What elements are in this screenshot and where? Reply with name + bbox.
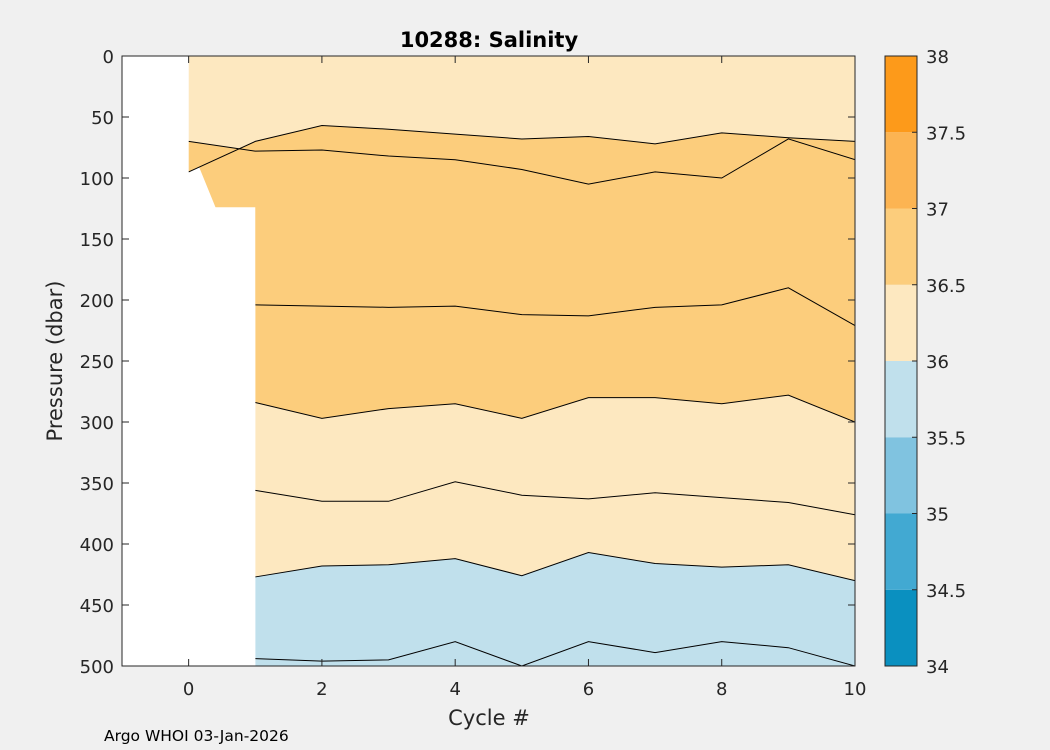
- colorbar-tick-label: 36: [926, 352, 949, 373]
- contour-line: [255, 394, 855, 423]
- contour-line: [255, 552, 855, 582]
- y-tick-label: 500: [80, 657, 114, 678]
- colorbar-tick-label: 36.5: [926, 276, 966, 297]
- colorbar-segment: [885, 132, 917, 209]
- colorbar-segment: [885, 437, 917, 514]
- y-axis-title: Pressure (dbar): [43, 281, 67, 442]
- x-axis-ticks: 0 2 4 6 8 10: [183, 56, 867, 700]
- salinity-band: [255, 395, 855, 515]
- y-tick-label: 400: [80, 535, 114, 556]
- y-tick-label: 100: [80, 169, 114, 190]
- x-tick-label: 8: [716, 679, 727, 700]
- no-data-area: [122, 56, 256, 666]
- x-tick-label: 10: [844, 679, 867, 700]
- contour-lines: [188, 125, 855, 666]
- y-tick-label: 350: [80, 474, 114, 495]
- colorbar-tick-label: 35.5: [926, 428, 966, 449]
- colorbar-segment: [885, 513, 917, 590]
- y-tick-label: 150: [80, 230, 114, 251]
- salinity-band: [255, 552, 855, 666]
- salinity-band: [255, 481, 855, 581]
- y-tick-label: 0: [103, 47, 114, 68]
- y-tick-label: 200: [80, 291, 114, 312]
- contour-line: [255, 481, 855, 516]
- x-tick-label: 4: [449, 679, 460, 700]
- colorbar-segment: [885, 56, 917, 133]
- contour-line: [255, 641, 855, 666]
- x-tick-label: 6: [583, 679, 594, 700]
- colorbar-tick-label: 37.5: [926, 123, 966, 144]
- salinity-band: [188, 56, 855, 172]
- colorbar-tick-label: 35: [926, 505, 949, 526]
- colorbar-segment: [885, 284, 917, 361]
- colorbar-tick-label: 34.5: [926, 581, 966, 602]
- salinity-band: [188, 125, 855, 185]
- colorbar-segment: [885, 589, 917, 666]
- colorbar-segment: [885, 361, 917, 438]
- y-tick-label: 300: [80, 413, 114, 434]
- y-tick-label: 450: [80, 596, 114, 617]
- chart-title: 10288: Salinity: [400, 28, 579, 52]
- x-axis-title: Cycle #: [448, 706, 530, 730]
- y-axis-ticks: 0 50 100 150 200 250 300 350 400 450 500: [80, 47, 855, 678]
- salinity-band: [255, 287, 855, 422]
- colorbar-tick-label: 37: [926, 200, 949, 221]
- x-tick-label: 0: [183, 679, 194, 700]
- y-tick-label: 250: [80, 352, 114, 373]
- x-tick-label: 2: [316, 679, 327, 700]
- colorbar: 34 34.5 35 35.5 36 36.5 37 37.5 38: [884, 47, 966, 678]
- salinity-bands: [188, 56, 855, 666]
- colorbar-tick-label: 34: [926, 657, 949, 678]
- no-data-region: [122, 56, 256, 666]
- contour-line: [188, 125, 855, 173]
- contour-line: [255, 287, 855, 327]
- contour-line: [188, 138, 855, 185]
- salinity-band: [188, 138, 855, 326]
- y-tick-label: 50: [91, 108, 114, 129]
- footer-credit: Argo WHOI 03-Jan-2026: [104, 727, 289, 745]
- colorbar-tick-label: 38: [926, 47, 949, 68]
- colorbar-segment: [885, 208, 917, 285]
